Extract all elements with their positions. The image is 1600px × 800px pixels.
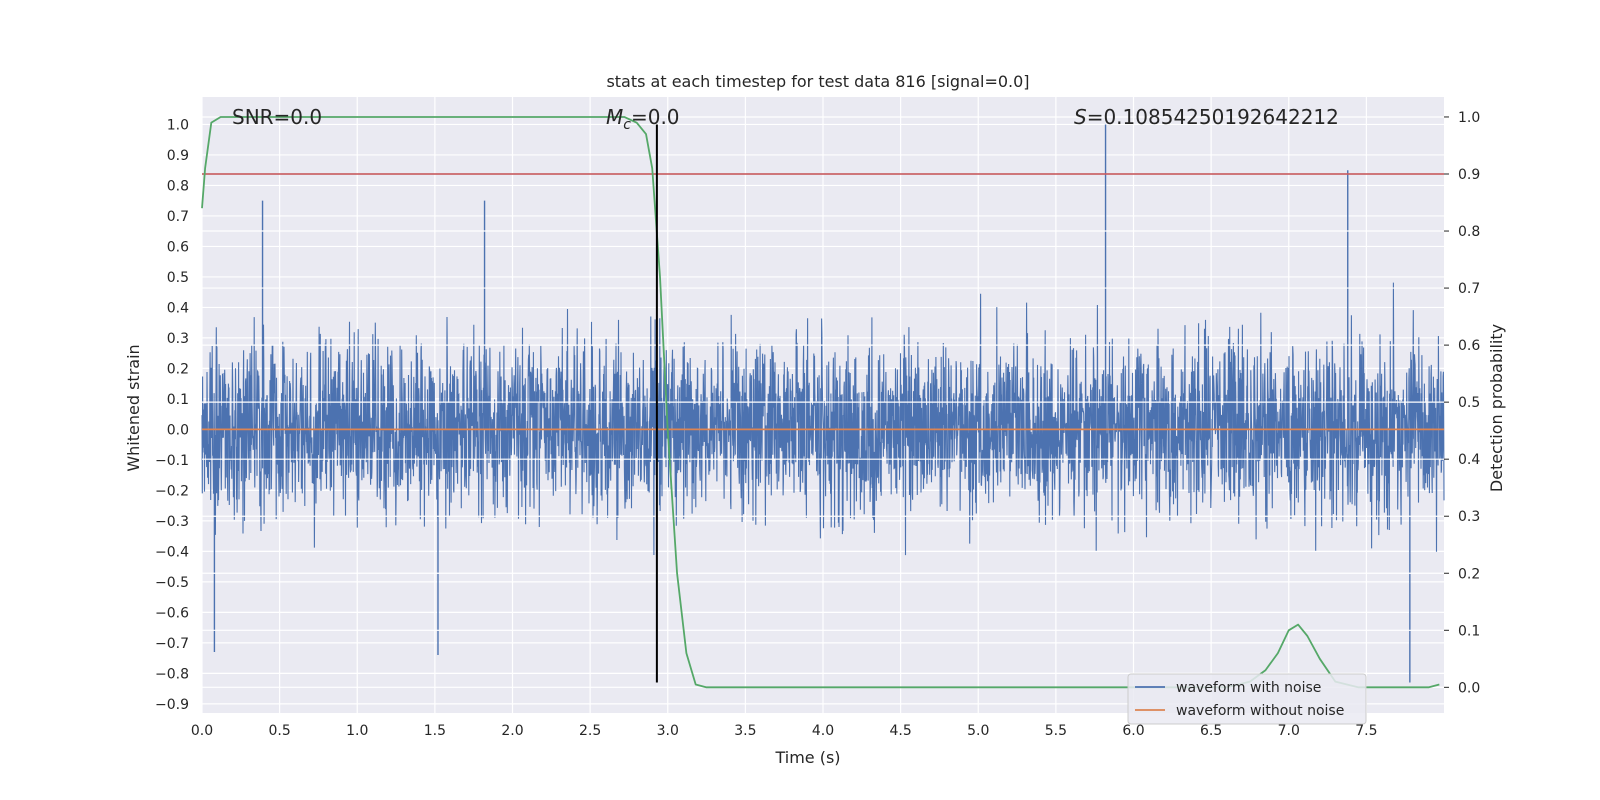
y2-tick-label: 0.7	[1458, 281, 1480, 297]
y-tick-label: −0.6	[155, 605, 189, 621]
y-tick-label: 1.0	[167, 117, 189, 133]
y2-tick-label: 0.2	[1458, 566, 1480, 582]
y-tick-label: 0.0	[167, 422, 189, 438]
mc-subscript: c	[623, 117, 631, 133]
x-tick-label: 0.0	[191, 723, 213, 739]
chart-title: stats at each timestep for test data 816…	[606, 72, 1029, 91]
y-tick-label: 0.7	[167, 209, 189, 225]
x-tick-label: 7.0	[1278, 723, 1300, 739]
y2-axis-label: Detection probability	[1487, 324, 1506, 492]
y-tick-label: −0.2	[155, 483, 189, 499]
x-tick-label: 3.5	[734, 723, 756, 739]
x-tick-label: 0.5	[268, 723, 290, 739]
x-tick-label: 5.0	[967, 723, 989, 739]
y2-tick-label: 1.0	[1458, 110, 1480, 126]
annotation-snr: SNR=0.0	[232, 105, 322, 129]
x-tick-label: 4.5	[889, 723, 911, 739]
y-axis-label: Whitened strain	[124, 344, 143, 471]
y-tick-label: −0.7	[155, 636, 189, 652]
x-tick-label: 1.5	[424, 723, 446, 739]
s-symbol: S	[1074, 105, 1087, 129]
annotation-s: S=0.10854250192642212	[1074, 105, 1339, 129]
x-tick-label: 6.0	[1122, 723, 1144, 739]
series-waveform-with-noise	[201, 124, 1445, 683]
y-tick-label: −0.8	[155, 666, 189, 682]
y2-tick-label: 0.8	[1458, 224, 1480, 240]
y-tick-label: −0.1	[155, 453, 189, 469]
annotation-mc: Mc=0.0	[606, 105, 680, 133]
x-tick-label: 7.5	[1355, 723, 1377, 739]
x-tick-label: 2.5	[579, 723, 601, 739]
y-tick-label: 0.6	[167, 239, 189, 255]
y2-tick-label: 0.1	[1458, 623, 1480, 639]
legend-label-with-noise: waveform with noise	[1176, 680, 1321, 696]
legend-label-without-noise: waveform without noise	[1176, 703, 1344, 719]
y-tick-label: −0.5	[155, 575, 189, 591]
y2-tick-label: 0.3	[1458, 509, 1480, 525]
y-tick-label: −0.3	[155, 514, 189, 530]
y-tick-label: 0.8	[167, 178, 189, 194]
legend-box	[1127, 673, 1367, 725]
y2-tick-label: 0.5	[1458, 395, 1480, 411]
mc-symbol: M	[606, 105, 623, 129]
legend: waveform with noise waveform without noi…	[1127, 673, 1367, 725]
x-tick-label: 1.0	[346, 723, 368, 739]
y-tick-label: 0.2	[167, 361, 189, 377]
noise-trace	[201, 282, 1445, 556]
y2-tick-label: 0.6	[1458, 338, 1480, 354]
x-axis-label: Time (s)	[774, 748, 840, 767]
x-tick-label: 3.0	[657, 723, 679, 739]
x-tick-label: 6.5	[1200, 723, 1222, 739]
y-tick-label: 0.4	[167, 300, 189, 316]
x-tick-label: 2.0	[501, 723, 523, 739]
y-tick-label: −0.9	[155, 697, 189, 713]
y-tick-label: −0.4	[155, 544, 189, 560]
x-tick-label: 5.5	[1045, 723, 1067, 739]
mc-value: =0.0	[631, 105, 680, 129]
series-detection-probability	[201, 116, 1440, 689]
y-tick-label: 0.9	[167, 148, 189, 164]
y-tick-label: 0.1	[167, 392, 189, 408]
y-tick-label: 0.3	[167, 331, 189, 347]
y2-tick-label: 0.4	[1458, 452, 1480, 468]
ticks: 0.0 0.5 1.0 1.5 2.0 2.5 3.0 3.5 4.0 4.5 5.0 5.5 6.0 6…	[155, 110, 1480, 739]
lines	[201, 116, 1444, 689]
y-tick-label: 0.5	[167, 270, 189, 286]
x-tick-label: 4.0	[812, 723, 834, 739]
y2-tick-label: 0.9	[1458, 167, 1480, 183]
s-value: =0.10854250192642212	[1087, 105, 1339, 129]
y2-tick-label: 0.0	[1458, 680, 1480, 696]
